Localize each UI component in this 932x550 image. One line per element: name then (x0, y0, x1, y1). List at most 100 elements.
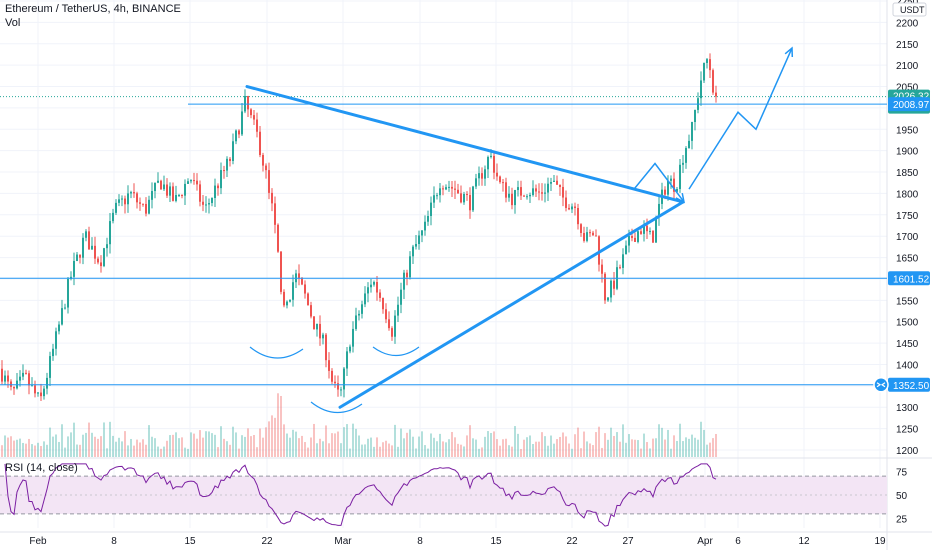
time-axis[interactable]: Feb 8 15 22 Mar 8 15 22 27 Apr 6 12 19 (29, 536, 886, 547)
candle-body (688, 140, 690, 149)
volume-bar (448, 439, 450, 457)
time-tick-label: 22 (261, 536, 273, 547)
candle-body (265, 165, 267, 171)
volume-bar (700, 421, 702, 457)
candle-body (556, 180, 558, 185)
rsi-line (4, 463, 717, 527)
volume-bar (475, 439, 477, 457)
candle-body (166, 184, 168, 196)
candle-body (373, 282, 375, 285)
volume-bar (145, 444, 147, 457)
volume-bar (601, 447, 603, 457)
candle-body (634, 237, 636, 242)
candle-body (148, 199, 150, 214)
candle-body (589, 232, 591, 234)
volume-bar (493, 431, 495, 457)
volume-bar (100, 436, 102, 457)
candle-body (172, 186, 174, 201)
volume-bar (604, 433, 606, 457)
volume-bar (694, 437, 696, 457)
candle-body (280, 251, 282, 292)
candle-body (700, 80, 702, 99)
candle-body (31, 385, 33, 387)
candle-body (361, 304, 363, 314)
volume-bar (664, 439, 666, 457)
candle-body (145, 203, 147, 214)
candle-body (28, 373, 30, 386)
candle-body (547, 183, 549, 193)
horizontal-levels[interactable] (0, 96, 887, 386)
volume-bar (61, 424, 63, 457)
price-axis[interactable]: 1200125013001350140014501500155016001650… (892, 0, 927, 526)
volume-bar (292, 429, 294, 457)
candle-body (46, 377, 48, 389)
candle-body (499, 176, 501, 183)
volume-bar (22, 442, 24, 457)
volume-bar (118, 437, 120, 457)
volume-bar (103, 422, 105, 457)
candle-body (319, 323, 321, 339)
volume-bar (430, 433, 432, 457)
candle-body (208, 203, 210, 205)
volume-bar (34, 445, 36, 457)
candle-body (298, 273, 300, 279)
price-tick-label: 1450 (896, 339, 919, 350)
volume-bar (64, 447, 66, 457)
volume-bar (478, 448, 480, 457)
volume-bar (94, 436, 96, 457)
volume-bar (544, 436, 546, 457)
volume-bar (328, 443, 330, 457)
volume-bar (229, 444, 231, 457)
level-badge-value: 2008.97 (893, 100, 930, 111)
candle-body (571, 206, 573, 210)
price-tick-label: 2050 (896, 83, 919, 94)
volume-bar (691, 434, 693, 457)
volume-bar (37, 442, 39, 457)
volume-bar (235, 432, 237, 457)
candle-body (112, 212, 114, 222)
volume-bar (655, 438, 657, 457)
candle-body (121, 198, 123, 200)
candle-body (433, 195, 435, 203)
candle-body (235, 130, 237, 142)
candle-body (301, 278, 303, 285)
volume-bar (40, 446, 42, 457)
candle-body (334, 381, 336, 384)
trend-drawings[interactable] (245, 46, 794, 414)
volume-bar (559, 436, 561, 457)
candle-body (457, 189, 459, 194)
currency-label: USDT (900, 5, 925, 15)
volume-bar (325, 425, 327, 457)
candle-body (310, 305, 312, 317)
volume-bar (148, 425, 150, 457)
candle-body (211, 197, 213, 204)
volume-bar (307, 447, 309, 457)
volume-bar (73, 422, 75, 457)
candle-body (442, 188, 444, 190)
price-tick-label: 2100 (896, 61, 919, 72)
volume-bar (223, 438, 225, 457)
candle-body (175, 195, 177, 201)
volume-bar (556, 439, 558, 457)
volume-bar (610, 427, 612, 457)
candle-body (343, 368, 345, 390)
volume-bar (343, 427, 345, 457)
candle-body (52, 348, 54, 357)
volume-bar (67, 436, 69, 457)
candle-body (271, 192, 273, 204)
volume-bar (109, 421, 111, 457)
volume-bar (442, 441, 444, 457)
price-tick-label: 1650 (896, 254, 919, 265)
volume-bar (106, 448, 108, 457)
candle-body (340, 389, 342, 391)
candle-body (286, 301, 288, 306)
volume-bar (460, 444, 462, 457)
candle-body (439, 188, 441, 196)
candle-body (7, 375, 9, 382)
candle-body (151, 191, 153, 200)
candle-body (418, 235, 420, 245)
candle-body (76, 254, 78, 261)
candle-body (604, 273, 606, 301)
rsi-indicator (4, 463, 717, 527)
